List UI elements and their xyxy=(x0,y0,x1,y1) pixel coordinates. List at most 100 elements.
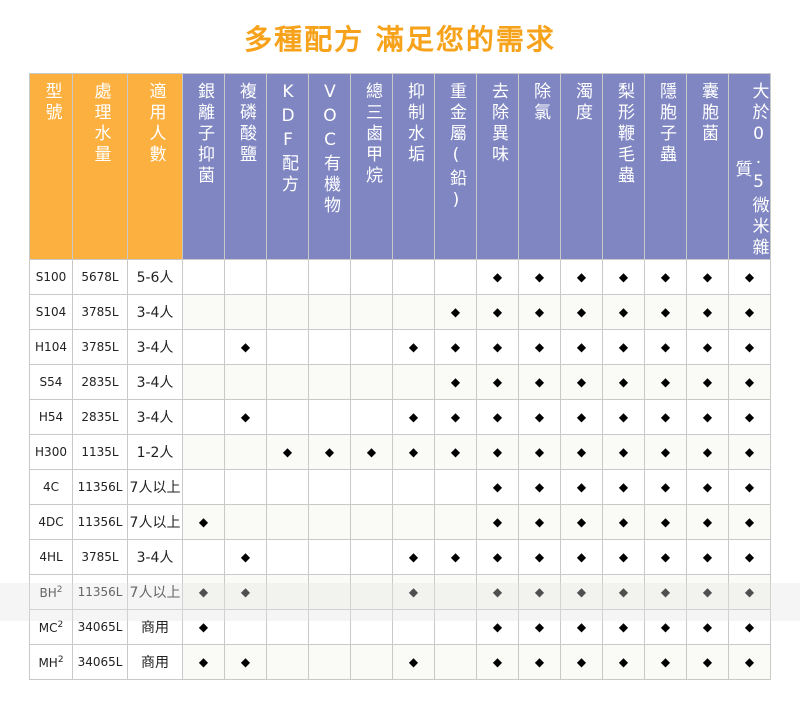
diamond-check-icon: ◆ xyxy=(492,585,503,599)
diamond-check-icon: ◆ xyxy=(576,375,587,389)
feature-cell xyxy=(350,259,393,295)
diamond-check-icon: ◆ xyxy=(534,340,545,354)
model-cell: 4C xyxy=(29,469,73,505)
diamond-check-icon: ◆ xyxy=(198,655,209,669)
feature-cell xyxy=(266,539,309,575)
diamond-check-icon: ◆ xyxy=(492,445,503,459)
feature-cell: ◆ xyxy=(728,399,771,435)
feature-cell: ◆ xyxy=(602,399,645,435)
feature-cell: ◆ xyxy=(434,294,477,330)
diamond-check-icon: ◆ xyxy=(534,480,545,494)
feature-cell xyxy=(350,539,393,575)
feature-cell: ◆ xyxy=(518,469,561,505)
feature-cell: ◆ xyxy=(518,644,561,680)
table-row: BH2 11356L 7人以上 ◆ ◆ ◆ ◆ ◆ ◆ ◆ ◆ ◆ ◆ xyxy=(29,574,771,610)
feature-cell: ◆ xyxy=(686,469,729,505)
feature-cell xyxy=(266,294,309,330)
model-cell: H54 xyxy=(29,399,73,435)
feature-cell: ◆ xyxy=(560,399,603,435)
feature-cell xyxy=(392,469,435,505)
diamond-check-icon: ◆ xyxy=(492,550,503,564)
diamond-check-icon: ◆ xyxy=(744,655,755,669)
feature-cell: ◆ xyxy=(602,469,645,505)
feature-cell xyxy=(224,294,267,330)
diamond-check-icon: ◆ xyxy=(576,270,587,284)
diamond-check-icon: ◆ xyxy=(744,270,755,284)
feature-cell: ◆ xyxy=(644,294,687,330)
model-cell: MH2 xyxy=(29,644,73,680)
feature-cell xyxy=(308,504,351,540)
feature-cell xyxy=(182,364,225,400)
diamond-check-icon: ◆ xyxy=(408,550,419,564)
feature-cell: ◆ xyxy=(602,574,645,610)
feature-cell: ◆ xyxy=(518,399,561,435)
feature-cell xyxy=(266,364,309,400)
diamond-check-icon: ◆ xyxy=(240,655,251,669)
feature-cell xyxy=(182,329,225,365)
feature-cell: ◆ xyxy=(182,504,225,540)
feature-cell: ◆ xyxy=(728,644,771,680)
header-feature: 隱胞子蟲 xyxy=(644,73,687,260)
diamond-check-icon: ◆ xyxy=(408,410,419,424)
feature-cell xyxy=(224,469,267,505)
feature-cell xyxy=(308,259,351,295)
feature-cell xyxy=(266,609,309,645)
diamond-check-icon: ◆ xyxy=(240,340,251,354)
feature-cell: ◆ xyxy=(602,364,645,400)
people-cell: 3-4人 xyxy=(127,364,183,400)
diamond-check-icon: ◆ xyxy=(534,585,545,599)
diamond-check-icon: ◆ xyxy=(618,550,629,564)
model-cell: H300 xyxy=(29,434,73,470)
feature-cell xyxy=(308,469,351,505)
feature-cell: ◆ xyxy=(476,434,519,470)
header-feature: 梨形鞭毛蟲 xyxy=(602,73,645,260)
diamond-check-icon: ◆ xyxy=(702,655,713,669)
diamond-check-icon: ◆ xyxy=(450,305,461,319)
feature-cell xyxy=(308,294,351,330)
feature-cell: ◆ xyxy=(476,469,519,505)
diamond-check-icon: ◆ xyxy=(408,340,419,354)
diamond-check-icon: ◆ xyxy=(702,340,713,354)
table-row: H300 1135L 1-2人 ◆ ◆ ◆ ◆ ◆ ◆ ◆ ◆ ◆ ◆ ◆ ◆ xyxy=(29,434,771,470)
feature-cell: ◆ xyxy=(392,329,435,365)
capacity-cell: 2835L xyxy=(72,364,128,400)
feature-cell: ◆ xyxy=(560,644,603,680)
diamond-check-icon: ◆ xyxy=(576,620,587,634)
diamond-check-icon: ◆ xyxy=(660,655,671,669)
feature-cell: ◆ xyxy=(644,574,687,610)
feature-cell: ◆ xyxy=(434,434,477,470)
capacity-cell: 34065L xyxy=(72,644,128,680)
capacity-cell: 11356L xyxy=(72,574,128,610)
diamond-check-icon: ◆ xyxy=(492,410,503,424)
feature-cell xyxy=(266,469,309,505)
header-feature: KDF配方 xyxy=(266,73,309,260)
feature-cell: ◆ xyxy=(476,609,519,645)
diamond-check-icon: ◆ xyxy=(450,375,461,389)
capacity-cell: 5678L xyxy=(72,259,128,295)
feature-cell: ◆ xyxy=(560,329,603,365)
feature-cell: ◆ xyxy=(686,504,729,540)
diamond-check-icon: ◆ xyxy=(492,305,503,319)
diamond-check-icon: ◆ xyxy=(744,305,755,319)
comparison-table: 型號 處理水量 適用人數 銀離子抑菌 複磷酸鹽 KDF配方 VOC有機物 總三鹵甲烷 抑制… xyxy=(29,73,771,680)
people-cell: 7人以上 xyxy=(127,469,183,505)
diamond-check-icon: ◆ xyxy=(240,585,251,599)
feature-cell: ◆ xyxy=(728,434,771,470)
feature-cell: ◆ xyxy=(434,399,477,435)
diamond-check-icon: ◆ xyxy=(408,655,419,669)
feature-cell xyxy=(308,609,351,645)
model-cell: H104 xyxy=(29,329,73,365)
feature-cell: ◆ xyxy=(518,434,561,470)
feature-cell: ◆ xyxy=(644,504,687,540)
feature-cell: ◆ xyxy=(560,434,603,470)
header-capacity: 處理水量 xyxy=(72,73,128,260)
feature-cell: ◆ xyxy=(350,434,393,470)
capacity-cell: 3785L xyxy=(72,294,128,330)
feature-cell: ◆ xyxy=(644,259,687,295)
people-cell: 5-6人 xyxy=(127,259,183,295)
diamond-check-icon: ◆ xyxy=(492,515,503,529)
feature-cell xyxy=(392,504,435,540)
feature-cell xyxy=(434,644,477,680)
feature-cell xyxy=(266,329,309,365)
diamond-check-icon: ◆ xyxy=(450,445,461,459)
